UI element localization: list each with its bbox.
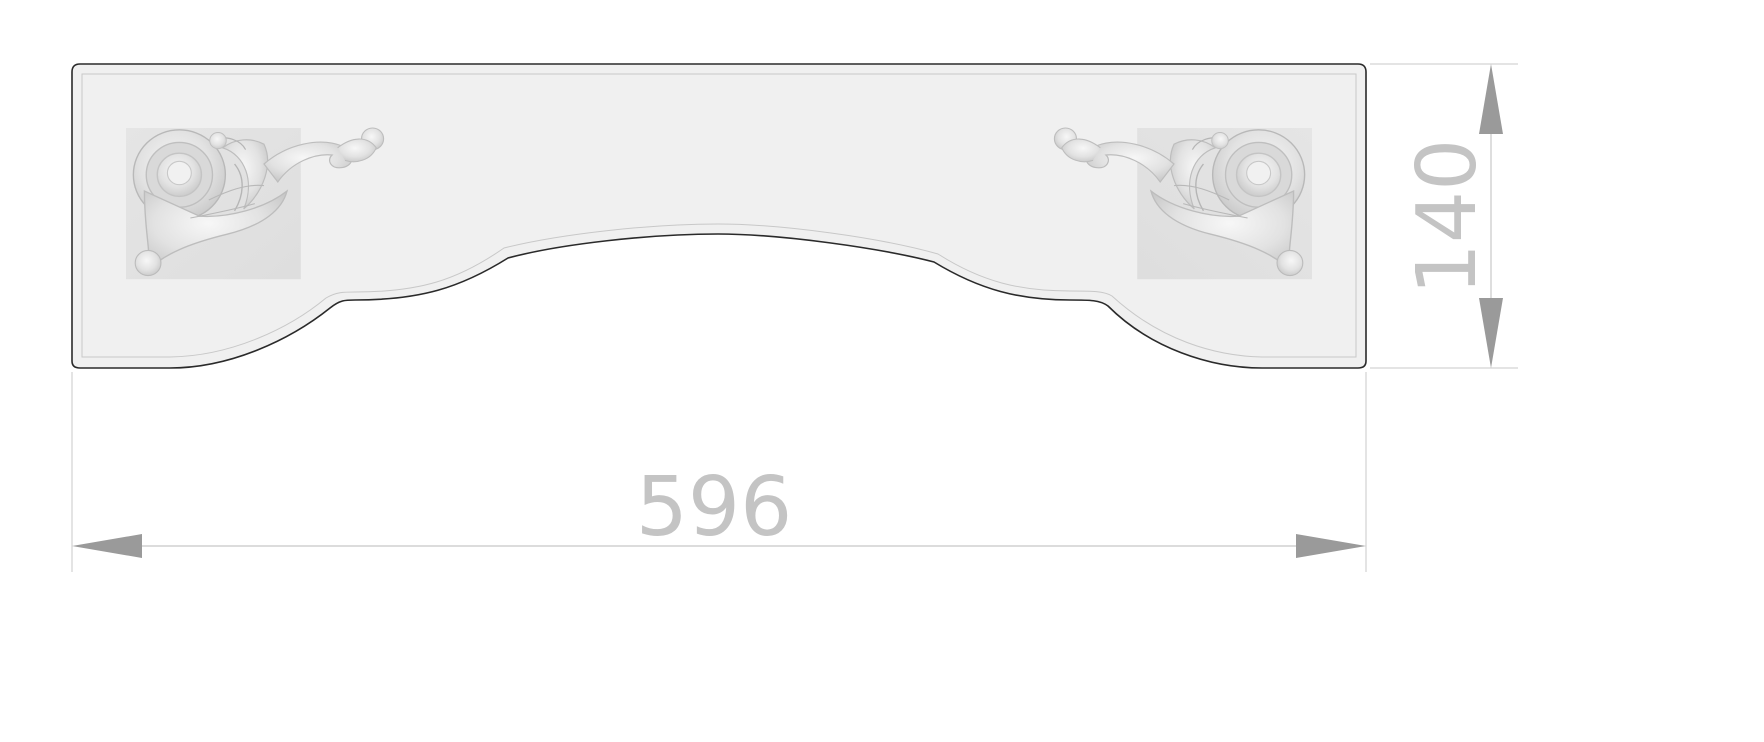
height-arrow-top: [1479, 64, 1503, 134]
width-arrow-left: [72, 534, 142, 558]
panel-outline: [71, 63, 1367, 369]
panel-inner-edge: [81, 73, 1357, 358]
width-dimension: 596: [71, 372, 1367, 572]
width-arrow-right: [1296, 534, 1366, 558]
valance-panel: [71, 63, 1367, 369]
height-value: 140: [1400, 139, 1495, 296]
height-arrow-bottom: [1479, 298, 1503, 368]
height-dimension: 140: [1370, 63, 1518, 369]
width-value: 596: [636, 460, 793, 555]
